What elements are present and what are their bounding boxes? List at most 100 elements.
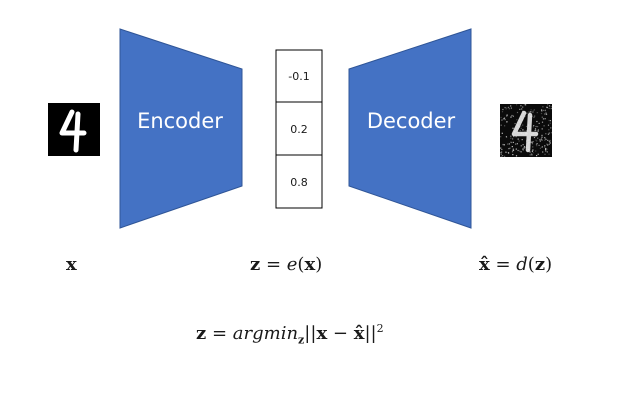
noise-speck — [535, 139, 537, 141]
noise-speck — [502, 108, 504, 111]
noise-speck — [541, 136, 543, 138]
latent-value: -0.1 — [288, 70, 309, 83]
noise-speck — [508, 143, 510, 145]
output-image — [500, 104, 552, 157]
noise-speck — [502, 155, 504, 157]
noise-speck — [537, 129, 539, 131]
noise-speck — [545, 112, 547, 114]
noise-speck — [515, 148, 517, 150]
noise-speck — [540, 138, 542, 140]
noise-speck — [530, 111, 532, 113]
latent-cell — [275, 49, 323, 103]
noise-speck — [531, 141, 533, 143]
noise-speck — [545, 133, 547, 135]
noise-speck — [533, 116, 535, 118]
noise-speck — [537, 153, 539, 155]
noise-speck — [535, 125, 537, 128]
noise-speck — [505, 151, 507, 153]
noise-speck — [545, 113, 547, 115]
equals: = — [489, 254, 517, 275]
noise-speck — [529, 151, 531, 153]
noise-speck — [512, 138, 514, 140]
noise-speck — [501, 132, 503, 134]
encoder-label: Encoder — [137, 109, 223, 133]
noise-speck — [529, 154, 531, 156]
noise-speck — [501, 151, 503, 153]
noise-speck — [549, 139, 551, 142]
formula-x: x — [66, 254, 77, 275]
noise-speck — [519, 130, 521, 132]
var-xhat: x̂ — [479, 254, 490, 275]
minus: − — [327, 323, 354, 344]
digit-4-icon — [59, 109, 87, 153]
noise-speck — [545, 147, 547, 150]
noise-speck — [534, 115, 536, 117]
noise-speck — [512, 141, 514, 143]
noise-speck — [503, 117, 506, 119]
noise-speck — [544, 118, 546, 120]
noise-speck — [522, 124, 524, 126]
noise-speck — [510, 107, 512, 109]
noise-speck — [530, 153, 533, 155]
noise-speck — [503, 144, 505, 146]
input-image — [48, 103, 100, 156]
noise-speck — [536, 155, 538, 157]
noise-speck — [546, 148, 548, 150]
noise-speck — [509, 147, 511, 149]
noise-speck — [542, 118, 545, 120]
noise-speck — [545, 138, 547, 140]
noise-speck — [521, 108, 523, 110]
subscript-z: z — [298, 333, 305, 347]
paren-close: ) — [315, 254, 323, 275]
noise-speck — [520, 127, 522, 129]
noise-speck — [500, 153, 502, 155]
noise-speck — [505, 136, 507, 138]
noise-speck — [528, 111, 530, 113]
noise-speck — [530, 109, 532, 111]
noise-speck — [549, 122, 551, 124]
var-x: x — [66, 254, 77, 275]
noise-speck — [532, 149, 534, 151]
noise-speck — [535, 144, 538, 146]
noise-speck — [500, 151, 502, 154]
noise-speck — [506, 121, 508, 123]
latent-value: 0.2 — [290, 123, 308, 136]
noise-speck — [517, 138, 519, 140]
noise-speck — [512, 149, 514, 152]
noise-speck — [548, 143, 550, 145]
noise-speck — [544, 139, 546, 141]
noise-speck — [544, 146, 546, 148]
noise-speck — [510, 135, 512, 137]
formula-decoder: x̂ = d(z) — [479, 254, 552, 275]
noise-speck — [547, 124, 550, 126]
noise-speck — [500, 116, 502, 119]
noise-speck — [544, 110, 546, 112]
noise-speck — [507, 143, 509, 145]
noise-speck — [541, 139, 543, 141]
noise-speck — [545, 150, 547, 152]
latent-value: 0.8 — [290, 176, 308, 189]
noise-speck — [538, 144, 540, 146]
noise-speck — [549, 142, 551, 144]
noise-speck — [520, 105, 522, 107]
noise-speck — [516, 119, 518, 121]
noise-speck — [543, 125, 545, 127]
formula-objective: z = argminz||x − x̂||2 — [196, 322, 384, 347]
noise-speck — [511, 151, 514, 153]
noise-speck — [531, 142, 533, 144]
noise-speck — [532, 110, 534, 112]
paren-close: ) — [545, 254, 553, 275]
noise-speck — [510, 141, 512, 143]
noise-speck — [548, 140, 550, 142]
noise-speck — [516, 111, 519, 114]
noise-speck — [524, 115, 526, 117]
paren-open: ( — [297, 254, 305, 275]
noise-speck — [550, 127, 552, 129]
noise-speck — [523, 146, 526, 148]
noise-speck — [533, 109, 535, 111]
noise-speck — [532, 126, 534, 128]
noise-speck — [541, 109, 543, 111]
noise-speck — [544, 137, 546, 139]
noise-speck — [502, 118, 504, 121]
noise-speck — [512, 148, 514, 150]
